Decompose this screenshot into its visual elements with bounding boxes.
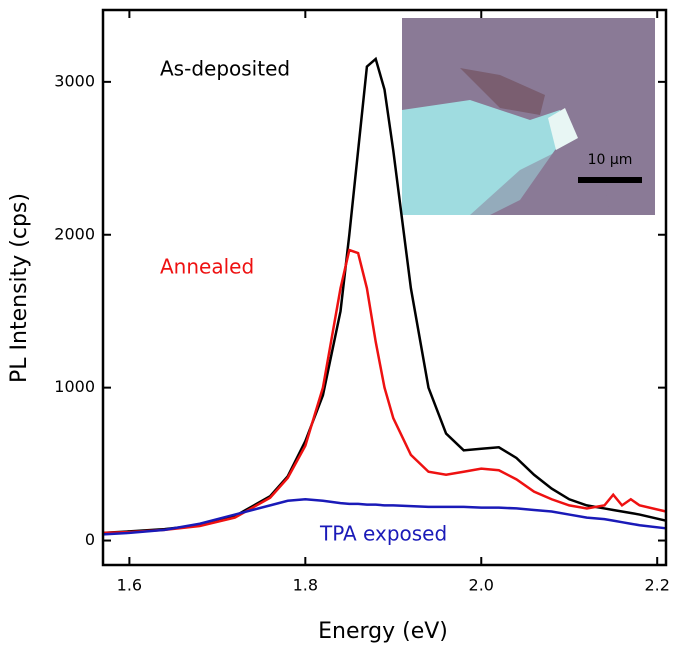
plot-frame [101,8,668,567]
x-tick-label: 2.0 [469,576,494,595]
y-axis-label: PL Intensity (cps) [7,193,32,383]
y-tick-label: 3000 [54,71,95,90]
series-label: TPA exposed [319,522,447,546]
x-axis-label: Energy (eV) [318,619,448,644]
series-line [102,498,667,536]
inset-image [402,18,655,215]
series-label: Annealed [160,255,254,279]
x-tick-label: 2.2 [644,576,669,595]
y-tick-label: 2000 [54,224,95,243]
y-tick-label: 0 [85,530,95,549]
y-tick-label: 1000 [54,377,95,396]
series-line [102,248,667,535]
x-tick-label: 1.6 [117,576,142,595]
x-tick-label: 1.8 [293,576,318,595]
series-label: As-deposited [160,57,290,81]
scale-label: 10 μm [588,152,633,168]
